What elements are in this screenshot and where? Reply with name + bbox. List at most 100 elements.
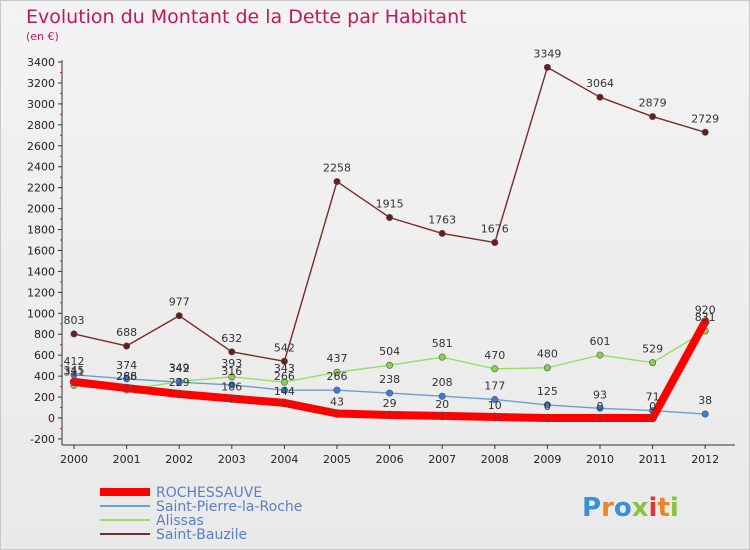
data-label: 2729 — [691, 112, 719, 125]
data-label: 1676 — [481, 223, 509, 236]
data-point — [280, 357, 288, 365]
data-point — [386, 213, 394, 221]
data-point — [280, 398, 289, 408]
data-point — [491, 365, 499, 373]
data-label: 0 — [649, 400, 656, 413]
x-tick-label: 2003 — [218, 453, 246, 466]
series-layer — [69, 63, 710, 423]
data-label: 688 — [116, 326, 137, 339]
x-tick-label: 2002 — [165, 453, 193, 466]
data-label: 504 — [379, 345, 400, 358]
data-point — [596, 93, 604, 101]
data-label: 286 — [116, 370, 137, 383]
data-label: 177 — [484, 379, 505, 392]
data-point — [596, 404, 604, 412]
data-label: 144 — [274, 385, 295, 398]
data-label: 542 — [274, 341, 295, 354]
data-label: 581 — [432, 337, 453, 350]
x-tick-label: 2007 — [428, 453, 456, 466]
data-label: 920 — [695, 304, 716, 317]
data-label: 238 — [379, 373, 400, 386]
data-point — [70, 330, 78, 338]
y-tick-label: 1800 — [27, 224, 55, 237]
y-tick-label: 600 — [34, 349, 55, 362]
data-point — [543, 401, 551, 409]
x-tick-label: 2000 — [60, 453, 88, 466]
data-point — [386, 361, 394, 369]
data-point — [280, 378, 288, 386]
data-label: 29 — [383, 397, 397, 410]
data-point — [701, 128, 709, 136]
data-label: 470 — [484, 349, 505, 362]
data-label: 345 — [64, 364, 85, 377]
data-label: 412 — [64, 355, 85, 368]
data-point — [228, 373, 236, 381]
data-point — [333, 178, 341, 186]
y-tick-label: 2000 — [27, 203, 55, 216]
data-label: 0 — [544, 400, 551, 413]
y-tick-label: 400 — [34, 370, 55, 383]
data-label: 2258 — [323, 162, 351, 175]
y-tick-label: 1200 — [27, 286, 55, 299]
legend-label: Alissas — [156, 513, 204, 529]
data-label: 977 — [169, 296, 190, 309]
data-label: 831 — [695, 311, 716, 324]
y-tick-label: 200 — [34, 391, 55, 404]
proxiti-logo: Proxiti — [582, 493, 679, 523]
logo-text: Proxiti — [582, 493, 679, 523]
data-point — [543, 413, 552, 423]
x-tick-label: 2001 — [113, 453, 141, 466]
data-label: 229 — [169, 376, 190, 389]
data-label: 311 — [64, 365, 85, 378]
x-tick-label: 2006 — [376, 453, 404, 466]
data-label: 71 — [646, 391, 660, 404]
legend-label: Saint-Bauzile — [156, 527, 247, 543]
y-tick-label: 2800 — [27, 119, 55, 132]
data-point — [69, 377, 79, 387]
data-point — [649, 359, 657, 367]
data-point — [701, 410, 709, 418]
y-tick-label: 2200 — [27, 182, 55, 195]
data-point — [123, 342, 131, 350]
x-tick-label: 2005 — [323, 453, 351, 466]
data-label: 125 — [537, 385, 558, 398]
chart-title: Evolution du Montant de la Dette par Hab… — [26, 6, 467, 28]
legend-label: ROCHESSAUVE — [156, 485, 262, 501]
data-point — [123, 375, 131, 383]
data-label: 1763 — [428, 213, 456, 226]
data-label: 480 — [537, 348, 558, 361]
y-tick-label: 3200 — [27, 77, 55, 90]
data-label: 374 — [116, 359, 137, 372]
data-label: 0 — [597, 400, 604, 413]
y-tick-label: 1000 — [27, 307, 55, 320]
y-tick-label: 2400 — [27, 161, 55, 174]
data-point — [227, 394, 237, 403]
x-tick-label: 2010 — [586, 453, 614, 466]
data-point — [174, 389, 184, 399]
data-label: 266 — [327, 370, 348, 383]
y-tick-label: 3000 — [27, 98, 55, 111]
data-label: 316 — [221, 365, 242, 378]
data-point — [333, 386, 341, 394]
data-point — [122, 383, 131, 393]
data-point — [491, 395, 499, 403]
data-point — [333, 368, 341, 376]
chart-subtitle: (en €) — [26, 30, 59, 43]
y-tick-label: 800 — [34, 328, 55, 341]
data-label: 186 — [221, 381, 242, 394]
data-point — [596, 351, 604, 359]
data-point — [649, 113, 657, 121]
data-point — [438, 392, 446, 400]
data-label: 437 — [327, 352, 348, 365]
x-tick-label: 2004 — [270, 453, 298, 466]
data-label: 268 — [116, 370, 137, 383]
data-label: 2879 — [639, 97, 667, 110]
data-label: 10 — [488, 399, 502, 412]
data-point — [490, 412, 500, 422]
y-tick-label: -200 — [30, 433, 55, 446]
data-label: 803 — [64, 314, 85, 327]
data-label: 43 — [330, 395, 344, 408]
data-labels: 345 286 229 186 144 43 29 20 10 0 0 0 920 412 374 342 31… — [64, 47, 720, 413]
